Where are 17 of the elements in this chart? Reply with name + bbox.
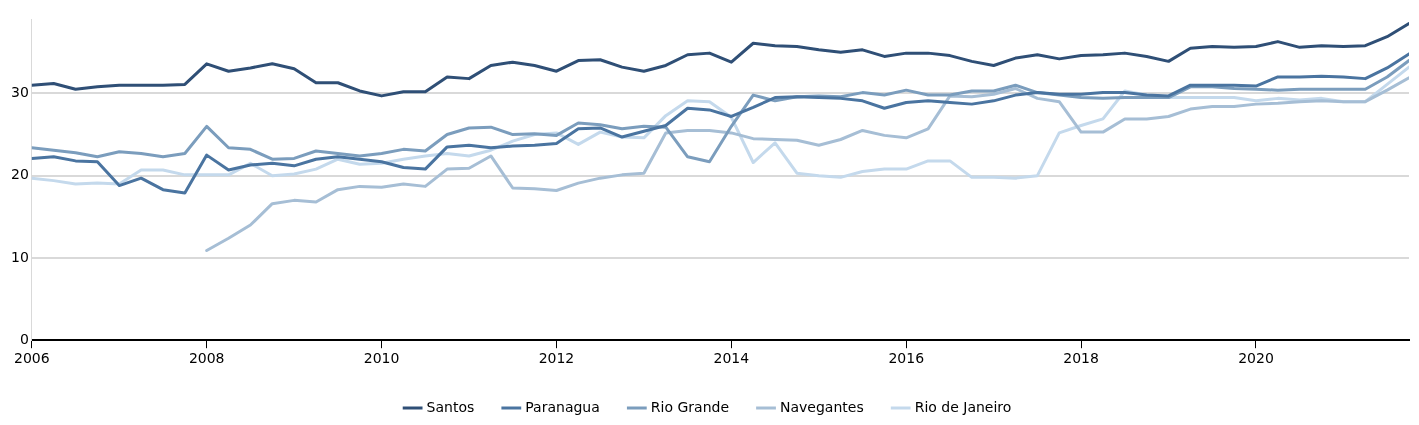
y-tick-label: 20 [10, 166, 29, 183]
x-tick-label: 2018 [1063, 350, 1099, 367]
x-tick-label: 2014 [713, 350, 750, 367]
legend-label: Santos [426, 398, 475, 415]
x-tick-label: 2012 [538, 350, 575, 367]
y-tick-label: 30 [10, 84, 29, 101]
y-tick-label: 0 [19, 330, 29, 347]
y-tick-label: 10 [10, 248, 29, 265]
legend-label: Paranagua [525, 398, 600, 415]
x-tick-label: 2010 [363, 350, 400, 367]
legend-label: Rio de Janeiro [914, 398, 1012, 415]
legend-label: Navegantes [780, 398, 864, 415]
x-tick-label: 2008 [188, 350, 225, 367]
x-tick-label: 2016 [888, 350, 925, 367]
x-tick-label: 2020 [1238, 350, 1274, 367]
x-tick-label: 2006 [13, 350, 50, 367]
legend-label: Rio Grande [650, 398, 730, 415]
